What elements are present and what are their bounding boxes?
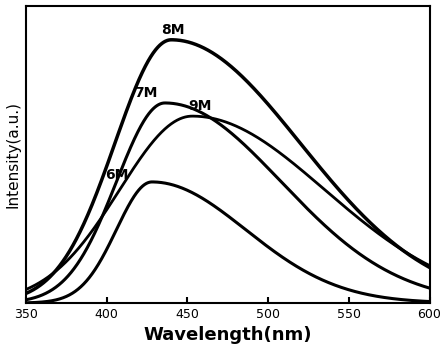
- Text: 8M: 8M: [161, 23, 185, 37]
- X-axis label: Wavelength(nm): Wavelength(nm): [143, 327, 312, 344]
- Text: 9M: 9M: [189, 99, 212, 113]
- Y-axis label: Intensity(a.u.): Intensity(a.u.): [5, 101, 21, 208]
- Text: 7M: 7M: [134, 86, 157, 100]
- Text: 6M: 6M: [105, 168, 128, 182]
